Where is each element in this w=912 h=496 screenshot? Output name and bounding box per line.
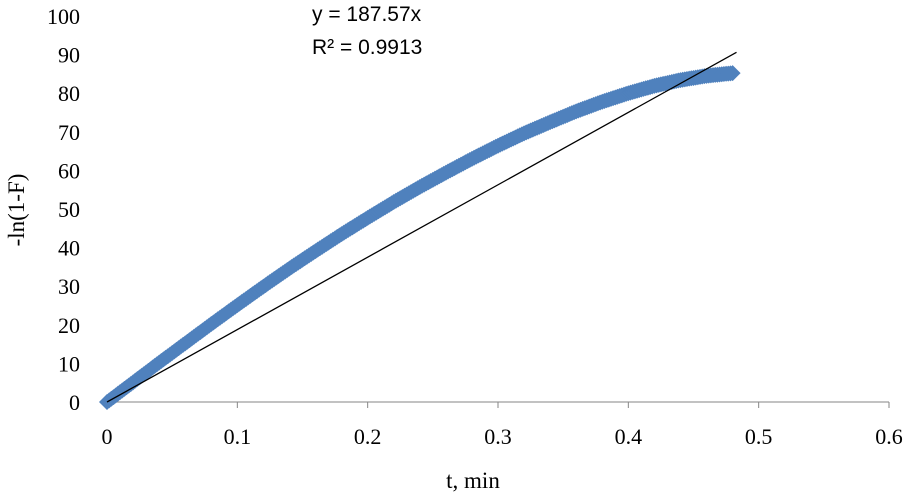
data-point <box>724 65 741 82</box>
y-tick-label: 100 <box>47 4 80 29</box>
y-tick-label: 90 <box>58 43 80 68</box>
x-tick-label: 0.3 <box>484 424 512 449</box>
trendline-equation: y = 187.57x <box>312 3 422 26</box>
data-points <box>99 65 741 410</box>
y-tick-label: 50 <box>58 197 80 222</box>
y-tick-label: 0 <box>69 390 80 415</box>
x-tick-label: 0.4 <box>615 424 643 449</box>
y-tick-labels: 0 10 20 30 40 50 60 70 80 90 100 <box>47 4 80 415</box>
y-tick-label: 30 <box>58 274 80 299</box>
y-tick-label: 60 <box>58 158 80 183</box>
x-tick-label: 0.1 <box>224 424 252 449</box>
trendline <box>106 51 737 403</box>
x-tick-marks <box>106 402 890 408</box>
trendline-r-squared: R² = 0.9913 <box>312 36 422 59</box>
x-tick-labels: 0 0.1 0.2 0.3 0.4 0.5 0.6 <box>102 424 903 449</box>
x-tick-label: 0.6 <box>875 424 903 449</box>
y-axis-title: -ln(1-F) <box>4 174 29 247</box>
x-tick-label: 0 <box>102 424 113 449</box>
y-tick-label: 10 <box>58 351 80 376</box>
x-axis-title: t, min <box>446 468 500 493</box>
x-tick-label: 0.5 <box>745 424 773 449</box>
y-tick-label: 80 <box>58 81 80 106</box>
y-tick-label: 20 <box>58 313 80 338</box>
y-tick-label: 40 <box>58 236 80 261</box>
y-tick-label: 70 <box>58 120 80 145</box>
x-tick-label: 0.2 <box>354 424 382 449</box>
